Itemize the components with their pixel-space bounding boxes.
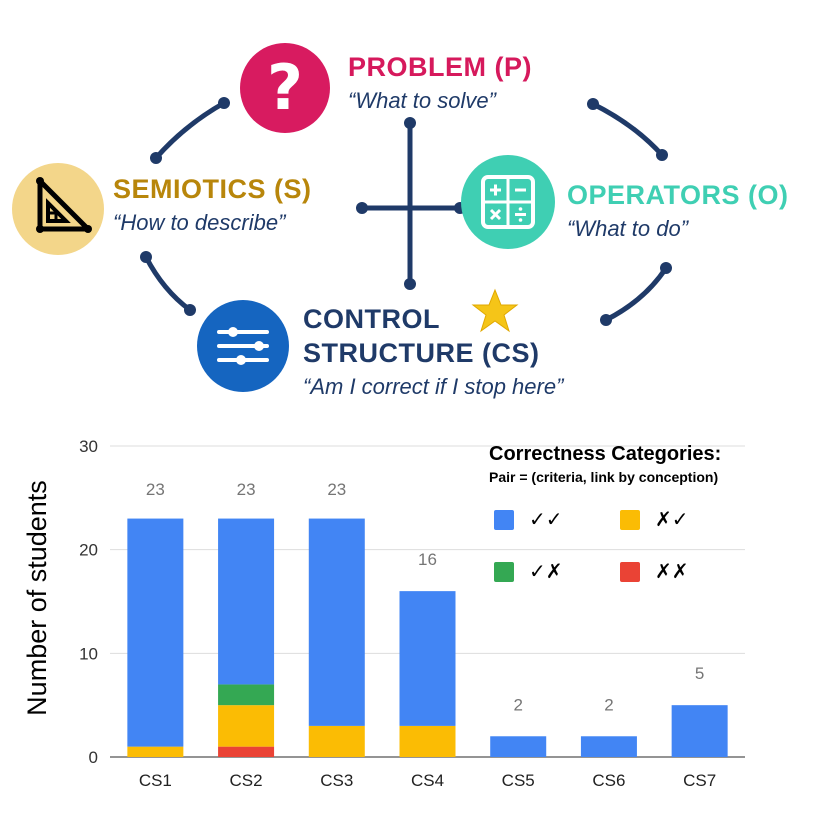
y-tick-label: 10 xyxy=(79,644,98,663)
operators-title: OPERATORS (O) xyxy=(567,180,789,210)
x-tick-label: CS7 xyxy=(683,771,716,790)
legend-label-cross-cross: ✗✗ xyxy=(655,559,689,583)
arc-dot xyxy=(587,98,599,110)
y-axis-label: Number of students xyxy=(22,480,52,716)
arc-dot xyxy=(660,262,672,274)
legend-swatch-check-cross xyxy=(494,562,514,582)
operators-icon-circle xyxy=(461,155,555,249)
arc-dot xyxy=(184,304,196,316)
bar-segment xyxy=(308,518,365,726)
semiotics-icon-circle xyxy=(12,163,104,255)
bar-total-label: 2 xyxy=(513,695,522,714)
bar-segment xyxy=(399,725,456,757)
question-mark-icon: ? xyxy=(267,51,303,124)
legend-swatch-check-check xyxy=(494,510,514,530)
cross-dot xyxy=(356,202,368,214)
problem-icon-circle: ? xyxy=(240,43,330,133)
control-quote: “Am I correct if I stop here” xyxy=(303,374,564,399)
legend-subtitle: Pair = (criteria, link by conception) xyxy=(489,469,719,485)
legend-label-cross-check: ✗✓ xyxy=(655,507,689,531)
bar-segment xyxy=(127,518,184,747)
bar-segment xyxy=(218,746,275,757)
arc-operators-control xyxy=(603,265,669,323)
bar-segment xyxy=(399,591,456,726)
y-tick-label: 20 xyxy=(79,541,98,560)
arc-problem-operators xyxy=(590,101,665,158)
bar-segment xyxy=(127,746,184,757)
x-tick-label: CS4 xyxy=(411,771,444,790)
calculator-icon xyxy=(481,175,535,229)
legend-label-check-check: ✓✓ xyxy=(529,507,563,531)
bar-segment xyxy=(671,705,728,757)
diagram-connectors xyxy=(140,97,672,333)
x-tick-label: CS6 xyxy=(592,771,625,790)
arc-dot xyxy=(218,97,230,109)
arc-semiotics-control xyxy=(143,254,193,313)
bar-total-label: 23 xyxy=(327,480,346,499)
bar-segment xyxy=(218,518,275,685)
legend-title: Correctness Categories: xyxy=(489,443,722,465)
x-tick-label: CS3 xyxy=(320,771,353,790)
y-tick-label: 0 xyxy=(89,748,98,767)
bar-layer xyxy=(127,518,728,757)
arc-dot xyxy=(150,152,162,164)
arc-dot xyxy=(656,149,668,161)
control-title-line1: CONTROL xyxy=(303,304,440,334)
bar-total-label: 23 xyxy=(237,480,256,499)
legend-swatch-cross-check xyxy=(620,510,640,530)
control-icon-circle xyxy=(197,300,289,392)
arc-dot xyxy=(600,314,612,326)
arc-dot xyxy=(140,251,152,263)
y-tick-label: 30 xyxy=(79,437,98,456)
bar-total-label: 5 xyxy=(695,664,704,683)
star-icon xyxy=(471,288,519,333)
bar-total-label: 16 xyxy=(418,550,437,569)
bar-segment xyxy=(218,684,275,706)
semiotics-title: SEMIOTICS (S) xyxy=(113,174,312,204)
control-title-line2: STRUCTURE (CS) xyxy=(303,338,540,368)
x-tick-label: CS1 xyxy=(139,771,172,790)
problem-title: PROBLEM (P) xyxy=(348,52,532,82)
legend-label-check-cross: ✓✗ xyxy=(529,559,563,583)
operators-quote: “What to do” xyxy=(567,216,689,241)
x-tick-label: CS5 xyxy=(502,771,535,790)
cross-dot xyxy=(404,278,416,290)
bar-chart: 010203023CS123CS223CS316CS42CS52CS65CS7 … xyxy=(22,437,745,790)
cross-dot xyxy=(404,117,416,129)
bar-total-label: 23 xyxy=(146,480,165,499)
label-layer: 0 10 20 30 23 CS1 23 CS2 23 CS3 16 CS4 2 CS5 2 CS6 5 CS7 xyxy=(79,437,716,790)
legend-swatch-cross-cross xyxy=(620,562,640,582)
sliders-icon xyxy=(217,327,269,365)
bar-segment xyxy=(308,725,365,757)
problem-quote: “What to solve” xyxy=(348,88,496,113)
arc-problem-semiotics xyxy=(153,100,227,161)
bar-segment xyxy=(490,736,547,757)
bar-segment xyxy=(218,705,275,747)
bar-segment xyxy=(580,736,637,757)
bar-total-label: 2 xyxy=(604,695,613,714)
x-tick-label: CS2 xyxy=(230,771,263,790)
triangle-ruler-icon xyxy=(36,177,92,233)
semiotics-quote: “How to describe” xyxy=(113,210,286,235)
